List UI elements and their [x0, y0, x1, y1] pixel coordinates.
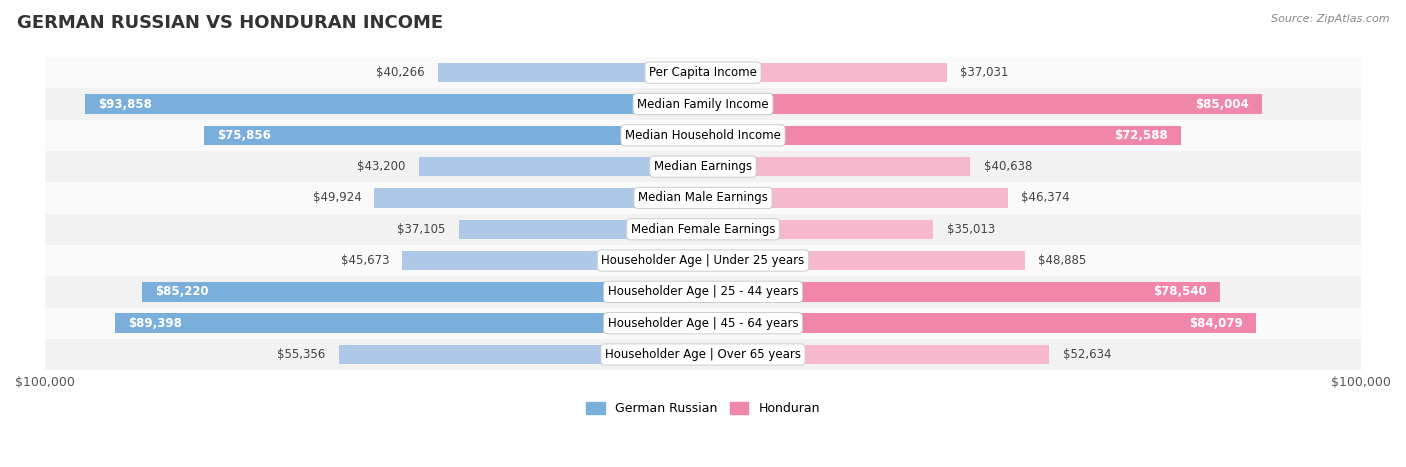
Bar: [45, 88, 1361, 120]
Text: Median Family Income: Median Family Income: [637, 98, 769, 111]
Text: $75,856: $75,856: [217, 129, 271, 142]
Legend: German Russian, Honduran: German Russian, Honduran: [581, 397, 825, 420]
Text: Per Capita Income: Per Capita Income: [650, 66, 756, 79]
Bar: [458, 219, 703, 239]
Bar: [45, 308, 1361, 339]
Text: $93,858: $93,858: [98, 98, 152, 111]
Text: $49,924: $49,924: [312, 191, 361, 205]
Text: Median Earnings: Median Earnings: [654, 160, 752, 173]
Text: $37,031: $37,031: [960, 66, 1008, 79]
Text: Source: ZipAtlas.com: Source: ZipAtlas.com: [1271, 14, 1389, 24]
Bar: [115, 313, 703, 333]
Bar: [45, 182, 1361, 213]
Text: $40,638: $40,638: [984, 160, 1032, 173]
Text: Median Household Income: Median Household Income: [626, 129, 780, 142]
Text: $46,374: $46,374: [1021, 191, 1070, 205]
Text: $85,220: $85,220: [155, 285, 209, 298]
Bar: [86, 94, 703, 113]
Text: $89,398: $89,398: [128, 317, 181, 330]
Text: Median Male Earnings: Median Male Earnings: [638, 191, 768, 205]
Text: $35,013: $35,013: [946, 223, 995, 236]
Bar: [339, 345, 703, 364]
Bar: [45, 57, 1361, 88]
Text: $55,356: $55,356: [277, 348, 326, 361]
Text: $72,588: $72,588: [1114, 129, 1167, 142]
Bar: [703, 188, 1008, 208]
Bar: [703, 251, 1025, 270]
Text: Householder Age | 45 - 64 years: Householder Age | 45 - 64 years: [607, 317, 799, 330]
Text: Householder Age | Under 25 years: Householder Age | Under 25 years: [602, 254, 804, 267]
Bar: [703, 157, 970, 177]
Bar: [45, 245, 1361, 276]
Bar: [703, 219, 934, 239]
Bar: [703, 126, 1181, 145]
Text: $84,079: $84,079: [1189, 317, 1243, 330]
Bar: [45, 213, 1361, 245]
Text: $52,634: $52,634: [1063, 348, 1111, 361]
Text: $78,540: $78,540: [1153, 285, 1206, 298]
Bar: [419, 157, 703, 177]
Bar: [703, 345, 1049, 364]
Bar: [402, 251, 703, 270]
Text: $48,885: $48,885: [1038, 254, 1085, 267]
Text: $45,673: $45,673: [340, 254, 389, 267]
Text: Median Female Earnings: Median Female Earnings: [631, 223, 775, 236]
Bar: [703, 282, 1220, 302]
Bar: [204, 126, 703, 145]
Text: GERMAN RUSSIAN VS HONDURAN INCOME: GERMAN RUSSIAN VS HONDURAN INCOME: [17, 14, 443, 32]
Text: $85,004: $85,004: [1195, 98, 1249, 111]
Text: $37,105: $37,105: [398, 223, 446, 236]
Bar: [45, 339, 1361, 370]
Bar: [703, 313, 1257, 333]
Bar: [439, 63, 703, 82]
Text: $43,200: $43,200: [357, 160, 405, 173]
Bar: [45, 151, 1361, 182]
Bar: [703, 63, 946, 82]
Bar: [45, 120, 1361, 151]
Text: Householder Age | Over 65 years: Householder Age | Over 65 years: [605, 348, 801, 361]
Bar: [142, 282, 703, 302]
Bar: [374, 188, 703, 208]
Text: Householder Age | 25 - 44 years: Householder Age | 25 - 44 years: [607, 285, 799, 298]
Text: $40,266: $40,266: [377, 66, 425, 79]
Bar: [45, 276, 1361, 308]
Bar: [703, 94, 1263, 113]
